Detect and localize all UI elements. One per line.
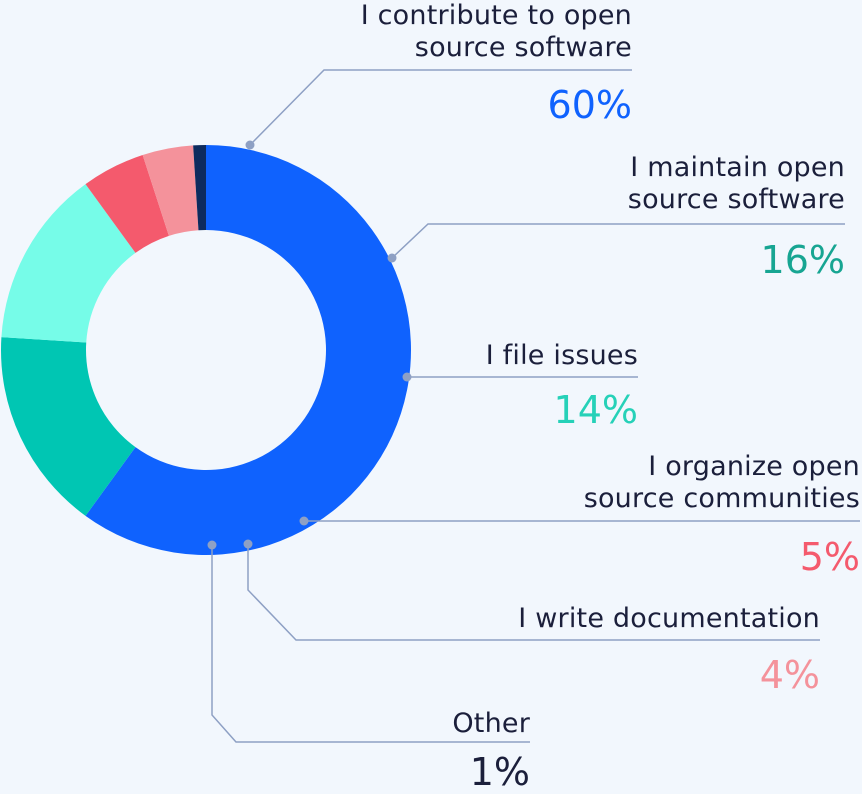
slice-percent-i-maintain-open-source-software: 16% (760, 238, 845, 282)
leader-line-i-contribute-to-open-source-software (249, 69, 632, 146)
leader-line-i-maintain-open-source-software (391, 223, 845, 259)
slice-label-i-contribute-to-open-source-software: I contribute to open source software (360, 0, 632, 63)
slice-percent-other: 1% (469, 750, 530, 794)
leader-dot-i-file-issues (402, 372, 412, 382)
slice-label-i-organize-open-source-communities: I organize open source communities (583, 451, 860, 514)
slice-other (193, 145, 206, 231)
leader-lines-group (207, 69, 860, 743)
slice-percent-i-contribute-to-open-source-software: 60% (547, 83, 632, 127)
slices-group (0, 145, 411, 555)
leader-dot-i-write-documentation (243, 539, 253, 549)
leader-line-i-write-documentation (247, 544, 820, 641)
slice-label-i-file-issues: I file issues (485, 340, 638, 371)
slice-label-other: Other (452, 708, 530, 739)
leader-dot-i-contribute-to-open-source-software (245, 140, 255, 150)
leader-dot-i-organize-open-source-communities (299, 516, 309, 526)
slice-percent-i-write-documentation: 4% (759, 653, 820, 697)
slice-percent-i-organize-open-source-communities: 5% (799, 535, 860, 579)
leader-dot-other (207, 540, 217, 550)
slice-i-file-issues (1, 184, 136, 343)
slice-i-write-documentation (142, 145, 199, 236)
slice-i-contribute-to-open-source-software (85, 145, 411, 555)
slice-label-i-write-documentation: I write documentation (518, 603, 820, 634)
leader-dot-i-maintain-open-source-software (387, 253, 397, 263)
slice-label-i-maintain-open-source-software: I maintain open source software (627, 152, 845, 215)
slice-i-maintain-open-source-software (0, 337, 136, 516)
slice-i-organize-open-source-communities (85, 155, 169, 253)
slice-percent-i-file-issues: 14% (553, 388, 638, 432)
leader-line-other (211, 545, 530, 743)
